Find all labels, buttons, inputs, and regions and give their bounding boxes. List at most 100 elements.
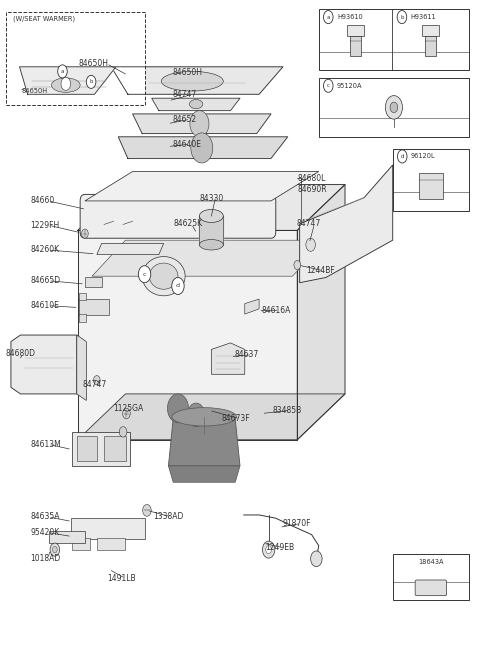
Circle shape	[122, 408, 130, 419]
Text: b: b	[89, 79, 93, 84]
Text: 84690R: 84690R	[297, 185, 327, 194]
Polygon shape	[104, 436, 126, 461]
Bar	[393, 555, 469, 600]
Text: a: a	[61, 69, 64, 74]
Circle shape	[263, 541, 275, 558]
Polygon shape	[79, 299, 109, 315]
Polygon shape	[79, 314, 86, 322]
Bar	[393, 148, 469, 211]
Polygon shape	[300, 165, 393, 283]
Text: 84635A: 84635A	[30, 512, 60, 522]
Circle shape	[86, 76, 96, 89]
Circle shape	[119, 426, 127, 437]
Ellipse shape	[161, 72, 223, 91]
Text: 95120A: 95120A	[337, 83, 362, 89]
Polygon shape	[199, 216, 223, 245]
Circle shape	[306, 238, 315, 251]
Circle shape	[94, 376, 100, 385]
Text: c: c	[327, 83, 330, 88]
Text: 95420K: 95420K	[30, 528, 59, 537]
Text: 84650H: 84650H	[172, 68, 202, 77]
Text: 84680D: 84680D	[5, 349, 35, 358]
Text: 96120L: 96120L	[411, 154, 435, 160]
Polygon shape	[85, 277, 102, 287]
Polygon shape	[118, 137, 288, 158]
Text: 84747: 84747	[83, 380, 107, 388]
Polygon shape	[297, 185, 345, 440]
Polygon shape	[92, 240, 326, 276]
Circle shape	[266, 546, 272, 554]
Circle shape	[188, 403, 204, 426]
Ellipse shape	[199, 240, 223, 250]
Polygon shape	[79, 292, 86, 300]
Polygon shape	[97, 538, 125, 550]
Polygon shape	[132, 114, 271, 133]
Text: c: c	[143, 272, 146, 277]
Circle shape	[61, 78, 71, 91]
Polygon shape	[77, 335, 86, 401]
Text: d: d	[176, 283, 180, 288]
Circle shape	[397, 11, 407, 24]
Text: 1229FH: 1229FH	[30, 221, 59, 230]
Polygon shape	[168, 419, 240, 466]
Text: H93610: H93610	[337, 14, 362, 20]
Text: 84616A: 84616A	[262, 306, 291, 315]
Text: 84747: 84747	[172, 91, 196, 99]
Text: 84610E: 84610E	[30, 301, 59, 310]
Polygon shape	[49, 532, 85, 543]
Polygon shape	[97, 244, 164, 254]
Polygon shape	[20, 67, 116, 95]
Text: 1491LB: 1491LB	[108, 574, 136, 583]
Text: 84660: 84660	[30, 196, 54, 206]
Circle shape	[50, 543, 60, 556]
Circle shape	[82, 229, 88, 238]
Polygon shape	[245, 299, 259, 314]
Ellipse shape	[149, 263, 178, 289]
Polygon shape	[72, 538, 90, 550]
Circle shape	[168, 394, 189, 422]
Polygon shape	[78, 231, 297, 440]
Text: a: a	[326, 14, 330, 20]
Text: 1125GA: 1125GA	[114, 404, 144, 413]
Text: 1018AD: 1018AD	[30, 555, 60, 563]
Text: 84650H: 84650H	[22, 88, 48, 94]
Text: 1244BF: 1244BF	[306, 267, 335, 275]
Polygon shape	[111, 67, 283, 95]
Bar	[419, 173, 443, 199]
Polygon shape	[78, 394, 345, 440]
Ellipse shape	[190, 99, 203, 108]
Ellipse shape	[172, 407, 237, 426]
Circle shape	[397, 150, 407, 163]
Circle shape	[324, 11, 333, 24]
Circle shape	[311, 551, 322, 566]
Text: 84652: 84652	[172, 115, 196, 124]
Ellipse shape	[199, 210, 223, 223]
Text: 83485B: 83485B	[273, 406, 302, 415]
Text: 84673F: 84673F	[222, 415, 251, 423]
Polygon shape	[211, 343, 245, 374]
Text: 84665D: 84665D	[30, 276, 60, 285]
Circle shape	[52, 547, 57, 553]
Text: 84650H: 84650H	[79, 59, 109, 68]
Bar	[319, 9, 469, 70]
Polygon shape	[78, 185, 345, 231]
Text: 18643A: 18643A	[418, 559, 444, 565]
Text: (W/SEAT WARMER): (W/SEAT WARMER)	[13, 15, 75, 22]
Bar	[347, 24, 364, 36]
Text: 84330: 84330	[199, 194, 224, 204]
Circle shape	[138, 265, 151, 283]
Circle shape	[143, 505, 151, 516]
FancyBboxPatch shape	[415, 580, 446, 596]
Circle shape	[324, 79, 333, 93]
Text: 1249EB: 1249EB	[265, 543, 294, 552]
Text: 84640E: 84640E	[172, 139, 201, 148]
Circle shape	[58, 65, 67, 78]
Polygon shape	[72, 432, 130, 466]
Text: 84260K: 84260K	[30, 246, 59, 254]
Ellipse shape	[51, 78, 80, 93]
Circle shape	[191, 133, 213, 163]
Text: 1338AD: 1338AD	[153, 512, 183, 522]
Text: 84613M: 84613M	[30, 440, 61, 449]
Polygon shape	[11, 335, 77, 394]
Text: 84637: 84637	[234, 350, 259, 359]
